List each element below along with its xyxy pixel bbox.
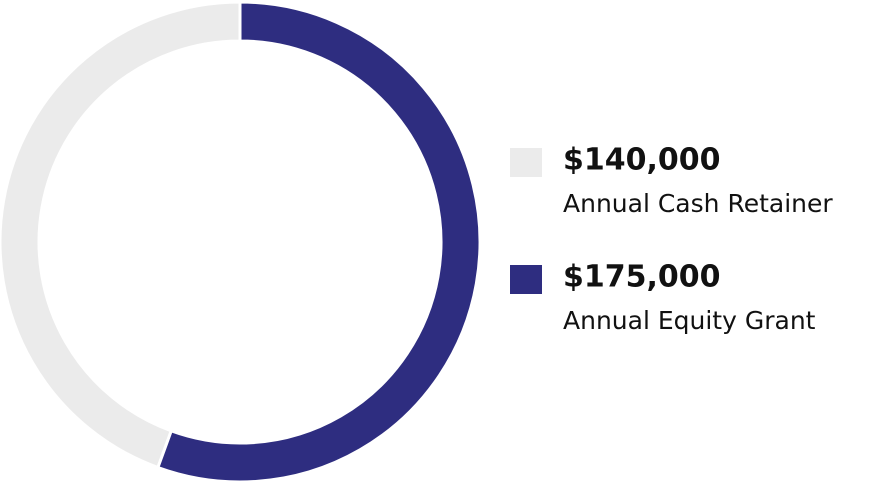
donut-segment — [0, 0, 242, 470]
legend-label: Annual Cash Retainer — [563, 189, 833, 218]
legend-label: Annual Equity Grant — [563, 306, 816, 335]
legend-value: $175,000 — [563, 260, 721, 295]
legend-swatch — [510, 265, 542, 294]
legend-value: $140,000 — [563, 143, 721, 178]
legend-swatch — [510, 148, 542, 177]
donut-segment — [155, 0, 482, 484]
